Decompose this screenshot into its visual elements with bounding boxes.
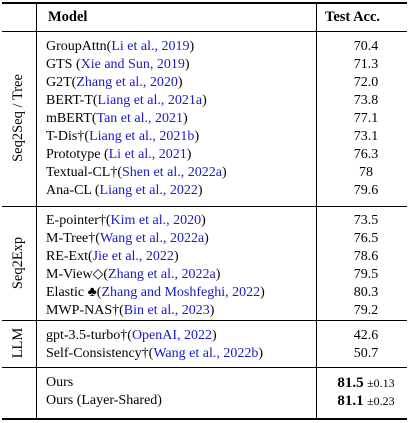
citation: Bin et al., 2023: [123, 303, 210, 318]
citation: Zhang and Moshfeghi, 2022: [101, 285, 261, 300]
model-name: GTS (Xie and Sun, 2019): [46, 57, 190, 72]
test-acc: 70.4: [353, 39, 379, 54]
model-name: mBERT(Tan et al., 2021): [46, 111, 188, 126]
test-acc: 81.1 ±0.23: [337, 393, 395, 409]
model-name: RE-Ext(Jie et al., 2022): [46, 249, 179, 264]
test-acc: 50.7: [353, 346, 379, 361]
table-row: Self-Consistency†(Wang et al., 2022b) 50…: [46, 345, 406, 363]
test-acc: 73.5: [353, 213, 379, 228]
test-acc: 76.5: [353, 231, 379, 246]
group-label-seq2seq-tree: Seq2Seq / Tree: [10, 74, 26, 162]
model-name: gpt-3.5-turbo†(OpenAI, 2022): [46, 328, 217, 343]
group-rule-3: [2, 367, 407, 368]
model-name: Prototype (Li et al., 2021): [46, 147, 192, 162]
test-acc: 73.8: [353, 93, 379, 108]
header-model: Model: [48, 9, 88, 25]
citation: Xie and Sun, 2019: [80, 57, 185, 72]
model-name: Self-Consistency†(Wang et al., 2022b): [46, 346, 264, 361]
std-dev: ±0.13: [367, 376, 395, 390]
model-name: Ana-CL (Liang et al., 2022): [46, 183, 203, 198]
citation: Li et al., 2021: [108, 147, 187, 162]
model-name: Ours (Layer-Shared): [46, 393, 162, 408]
test-acc: 77.1: [353, 111, 379, 126]
test-acc: 79.6: [353, 183, 379, 198]
table-row: MWP-NAS†(Bin et al., 2023) 79.2: [46, 302, 406, 320]
test-acc: 78: [359, 165, 373, 180]
model-name: T-Dis†(Liang et al., 2021b): [46, 129, 200, 144]
table-row: GTS (Xie and Sun, 2019) 71.3: [46, 56, 406, 74]
citation: Liang et al., 2021a: [97, 93, 203, 108]
model-name: Elastic ♣(Zhang and Moshfeghi, 2022): [46, 285, 265, 300]
table-row: Textual-CL†(Shen et al., 2022a) 78: [46, 164, 406, 182]
citation: Liang et al., 2022: [99, 183, 198, 198]
citation: Wang et al., 2022b: [153, 346, 259, 361]
test-acc: 72.0: [353, 75, 379, 90]
citation: Shen et al., 2022a: [122, 165, 222, 180]
test-acc: 78.6: [353, 249, 379, 264]
table-row-ours: Ours 81.5 ±0.13: [46, 374, 406, 392]
bottom-rule: [2, 418, 407, 420]
std-dev: ±0.23: [367, 394, 395, 408]
table-row: BERT-T(Liang et al., 2021a) 73.8: [46, 92, 406, 110]
test-acc: 80.3: [353, 285, 379, 300]
table-row: mBERT(Tan et al., 2021) 77.1: [46, 110, 406, 128]
table-row: RE-Ext(Jie et al., 2022) 78.6: [46, 248, 406, 266]
citation: Liang et al., 2021b: [89, 129, 195, 144]
citation: Jie et al., 2022: [92, 249, 174, 264]
test-acc: 71.3: [353, 57, 379, 72]
citation: Zhang et al., 2022a: [108, 267, 216, 282]
citation: Wang et al., 2022a: [99, 231, 205, 246]
test-acc: 42.6: [353, 328, 379, 343]
header-test-acc: Test Acc.: [325, 9, 381, 25]
table-row: gpt-3.5-turbo†(OpenAI, 2022) 42.6: [46, 327, 406, 345]
top-rule: [2, 2, 407, 4]
model-name: MWP-NAS†(Bin et al., 2023): [46, 303, 215, 318]
table-row: E-pointer†(Kim et al., 2020) 73.5: [46, 212, 406, 230]
acc-column-rule: [316, 4, 317, 418]
model-name: BERT-T(Liang et al., 2021a): [46, 93, 207, 108]
table-row: T-Dis†(Liang et al., 2021b) 73.1: [46, 128, 406, 146]
citation: OpenAI, 2022: [131, 328, 213, 343]
test-acc: 76.3: [353, 147, 379, 162]
table-row: Prototype (Li et al., 2021) 76.3: [46, 146, 406, 164]
model-name: M-View◇(Zhang et al., 2022a): [46, 267, 221, 282]
model-name: Textual-CL†(Shen et al., 2022a): [46, 165, 227, 180]
model-name: E-pointer†(Kim et al., 2020): [46, 213, 206, 228]
group-rule-1: [2, 206, 407, 207]
model-name: G2T(Zhang et al., 2020): [46, 75, 183, 90]
table-row: M-Tree†(Wang et al., 2022a) 76.5: [46, 230, 406, 248]
label-column-rule: [36, 4, 37, 418]
table-row: M-View◇(Zhang et al., 2022a) 79.5: [46, 266, 406, 284]
test-acc: 79.5: [353, 267, 379, 282]
table-row: Ana-CL (Liang et al., 2022) 79.6: [46, 182, 406, 200]
table-row: G2T(Zhang et al., 2020) 72.0: [46, 74, 406, 92]
table-row: GroupAttn(Li et al., 2019) 70.4: [46, 38, 406, 56]
citation: Li et al., 2019: [111, 39, 190, 54]
table-row-ours-layer-shared: Ours (Layer-Shared) 81.1 ±0.23: [46, 392, 406, 410]
test-acc: 79.2: [353, 303, 379, 318]
model-name: M-Tree†(Wang et al., 2022a): [46, 231, 209, 246]
test-acc: 81.5 ±0.13: [337, 375, 395, 391]
citation: Tan et al., 2021: [96, 111, 184, 126]
citation: Kim et al., 2020: [110, 213, 202, 228]
model-name: Ours: [46, 375, 74, 390]
model-name: GroupAttn(Li et al., 2019): [46, 39, 195, 54]
group-label-llm: LLM: [10, 327, 26, 359]
header-rule: [2, 31, 407, 32]
test-acc: 73.1: [353, 129, 379, 144]
group-rule-2: [2, 320, 407, 321]
group-label-seq2exp: Seq2Exp: [10, 236, 26, 290]
citation: Zhang et al., 2020: [76, 75, 178, 90]
table-row: Elastic ♣(Zhang and Moshfeghi, 2022) 80.…: [46, 284, 406, 302]
